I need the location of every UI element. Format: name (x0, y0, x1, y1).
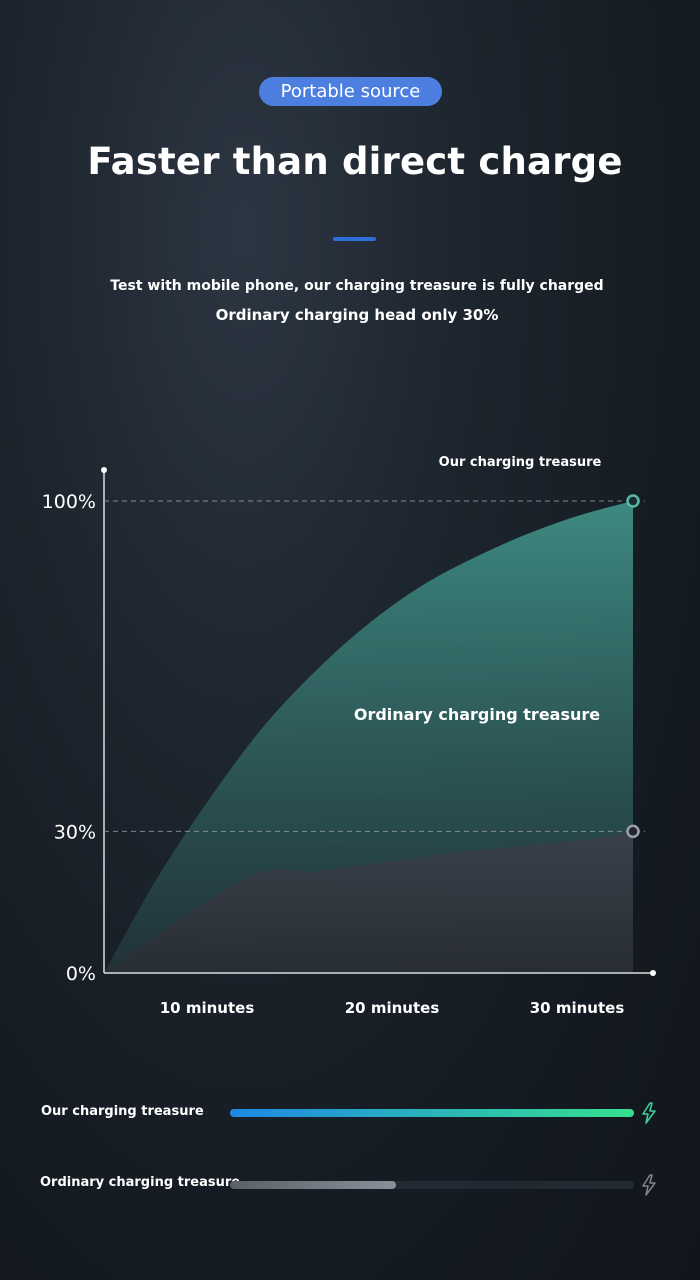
progress-fill-ordinary (230, 1181, 396, 1189)
x-axis-end-dot (650, 970, 656, 976)
title-underline (333, 237, 376, 241)
series-label-ordinary: Ordinary charging treasure (354, 705, 600, 724)
bolt-icon (642, 1102, 656, 1124)
charging-chart: 0% 30% 100% 10 minutes 20 minutes 30 minutes O… (42, 455, 656, 1017)
y-tick-label: 0% (66, 963, 96, 985)
progress-track-ours (230, 1109, 634, 1117)
progress-fill-ours (230, 1109, 634, 1117)
bar-label-ours: Our charging treasure (41, 1104, 204, 1119)
series-label-ours: Our charging treasure (439, 455, 602, 470)
y-axis-end-dot (101, 467, 107, 473)
bolt-icon (642, 1174, 656, 1196)
end-marker-ours (626, 494, 640, 508)
end-marker-ordinary (626, 824, 640, 839)
subtitle-line-2: Ordinary charging head only 30% (215, 306, 499, 324)
y-tick-label: 30% (54, 821, 96, 843)
bar-label-ordinary: Ordinary charging treasure (40, 1175, 241, 1190)
x-tick-label: 20 minutes (345, 999, 440, 1017)
y-tick-label: 100% (42, 491, 96, 513)
subtitle-line-1: Test with mobile phone, our charging tre… (110, 278, 604, 294)
x-tick-label: 30 minutes (530, 999, 625, 1017)
badge-portable-source: Portable source (259, 77, 442, 106)
page-title: Faster than direct charge (87, 140, 623, 183)
series-area-ordinary (104, 831, 633, 973)
x-tick-label: 10 minutes (160, 999, 255, 1017)
progress-track-ordinary (230, 1181, 634, 1189)
